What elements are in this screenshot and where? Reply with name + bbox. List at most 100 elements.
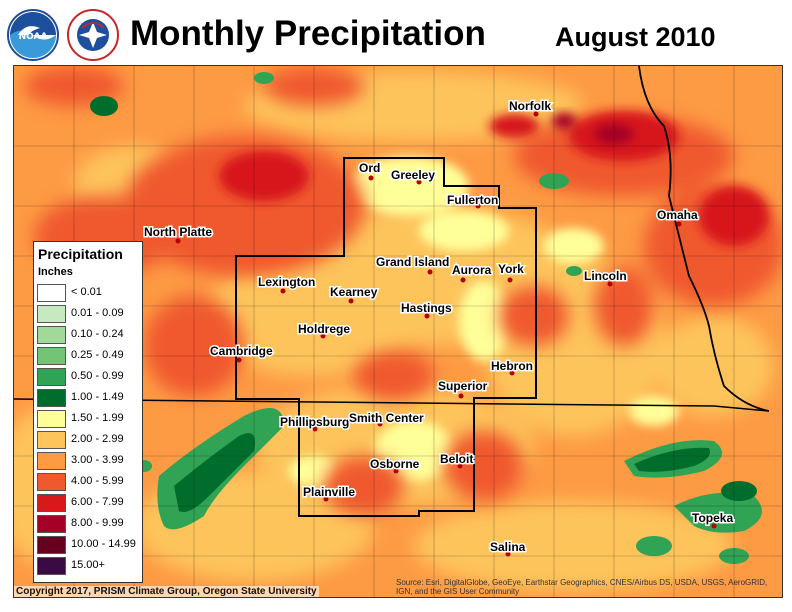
svg-text:Grand Island: Grand Island — [376, 255, 449, 269]
svg-text:Hastings: Hastings — [401, 301, 452, 315]
legend-units: Inches — [38, 266, 73, 278]
legend-label: 2.00 - 2.99 — [71, 433, 124, 445]
city-markers: Norfolk Ord Greeley Fullerton North Plat… — [143, 98, 735, 557]
svg-text:Lexington: Lexington — [258, 275, 315, 289]
city-superior: Superior — [437, 378, 489, 399]
legend-label: 8.00 - 9.99 — [71, 517, 124, 529]
legend-item: 1.00 - 1.49 — [37, 389, 139, 408]
svg-text:Kearney: Kearney — [330, 285, 378, 299]
svg-text:Fullerton: Fullerton — [447, 193, 498, 207]
legend-item: < 0.01 — [37, 284, 139, 303]
city-fullerton: Fullerton — [446, 192, 500, 209]
svg-text:Beloit: Beloit — [440, 452, 473, 466]
copyright-text: Copyright 2017, PRISM Climate Group, Ore… — [14, 586, 319, 597]
legend-label: 1.00 - 1.49 — [71, 391, 124, 403]
legend-title: Precipitation — [38, 246, 123, 262]
svg-text:North Platte: North Platte — [144, 225, 212, 239]
legend-label: 0.25 - 0.49 — [71, 349, 124, 361]
legend-swatch — [37, 368, 66, 386]
basemap-credit: Source: Esri, DigitalGlobe, GeoEye, Eart… — [396, 578, 768, 596]
svg-text:Phillipsburg: Phillipsburg — [280, 415, 349, 429]
nws-logo — [64, 8, 122, 67]
legend-label: 4.00 - 5.99 — [71, 475, 124, 487]
legend-swatch — [37, 305, 66, 323]
legend-swatch — [37, 347, 66, 365]
svg-text:Salina: Salina — [490, 540, 526, 554]
map-date: August 2010 — [555, 22, 716, 52]
map-title: Monthly Precipitation — [130, 14, 486, 53]
legend-item: 0.25 - 0.49 — [37, 347, 139, 366]
legend-item: 0.01 - 0.09 — [37, 305, 139, 324]
svg-text:Plainville: Plainville — [303, 485, 355, 499]
city-grand-island: Grand Island — [375, 254, 451, 275]
svg-text:Lincoln: Lincoln — [584, 269, 627, 283]
city-hastings: Hastings — [400, 300, 454, 319]
precipitation-legend: Precipitation Inches < 0.01 0.01 - 0.09 0.… — [33, 241, 143, 583]
legend-label: < 0.01 — [71, 286, 102, 298]
legend-swatch — [37, 452, 66, 470]
legend-item: 0.50 - 0.99 — [37, 368, 139, 387]
city-north-platte: North Platte — [143, 224, 214, 244]
legend-item: 1.50 - 1.99 — [37, 410, 139, 429]
city-holdrege: Holdrege — [297, 321, 352, 339]
noaa-logo: NOAA — [4, 8, 62, 67]
legend-swatch — [37, 536, 66, 554]
forecast-area-outline — [235, 157, 537, 517]
legend-item: 8.00 - 9.99 — [37, 515, 139, 534]
precip-1_5-2-zones — [289, 156, 679, 486]
city-lincoln: Lincoln — [583, 268, 628, 287]
svg-text:NOAA: NOAA — [19, 32, 48, 42]
svg-text:Smith Center: Smith Center — [349, 411, 424, 425]
city-cambridge: Cambridge — [209, 343, 275, 363]
city-phillipsburg: Phillipsburg — [279, 414, 351, 432]
legend-item: 0.10 - 0.24 — [37, 326, 139, 345]
legend-label: 0.50 - 0.99 — [71, 370, 124, 382]
city-kearney: Kearney — [329, 284, 379, 304]
state-border-ne-ks — [14, 398, 770, 412]
river-border — [638, 66, 770, 412]
legend-item: 2.00 - 2.99 — [37, 431, 139, 450]
legend-swatch — [37, 473, 66, 491]
legend-item: 6.00 - 7.99 — [37, 494, 139, 513]
county-lines — [14, 66, 782, 597]
legend-label: 1.50 - 1.99 — [71, 412, 124, 424]
legend-item: 4.00 - 5.99 — [37, 473, 139, 492]
svg-text:Topeka: Topeka — [692, 511, 733, 525]
legend-item: 15.00+ — [37, 557, 139, 576]
legend-label: 15.00+ — [71, 559, 105, 571]
svg-text:Greeley: Greeley — [391, 168, 435, 182]
legend-label: 3.00 - 3.99 — [71, 454, 124, 466]
city-osborne: Osborne — [369, 456, 421, 474]
svg-text:Aurora: Aurora — [452, 263, 492, 277]
city-smith-center: Smith Center — [348, 410, 426, 427]
legend-swatch — [37, 389, 66, 407]
svg-text:Holdrege: Holdrege — [298, 322, 350, 336]
svg-text:York: York — [498, 262, 524, 276]
legend-swatch — [37, 494, 66, 512]
svg-text:Hebron: Hebron — [491, 359, 533, 373]
svg-text:Osborne: Osborne — [370, 457, 420, 471]
city-topeka: Topeka — [691, 510, 735, 529]
svg-text:Superior: Superior — [438, 379, 488, 393]
legend-swatch — [37, 431, 66, 449]
city-aurora: Aurora — [451, 262, 493, 283]
legend-item: 10.00 - 14.99 — [37, 536, 139, 555]
city-plainville: Plainville — [302, 484, 357, 502]
precip-green-zones — [90, 72, 762, 564]
legend-swatch — [37, 557, 66, 575]
city-greeley: Greeley — [390, 167, 437, 185]
svg-text:Norfolk: Norfolk — [509, 99, 551, 113]
city-ord: Ord — [358, 160, 382, 181]
city-norfolk: Norfolk — [508, 98, 553, 117]
legend-label: 10.00 - 14.99 — [71, 538, 136, 550]
svg-text:Omaha: Omaha — [657, 208, 698, 222]
city-lexington: Lexington — [257, 274, 317, 294]
legend-swatch — [37, 326, 66, 344]
city-omaha: Omaha — [656, 207, 700, 227]
svg-text:Cambridge: Cambridge — [210, 344, 273, 358]
legend-item: 3.00 - 3.99 — [37, 452, 139, 471]
legend-swatch — [37, 410, 66, 428]
city-beloit: Beloit — [439, 451, 475, 469]
legend-swatch — [37, 515, 66, 533]
